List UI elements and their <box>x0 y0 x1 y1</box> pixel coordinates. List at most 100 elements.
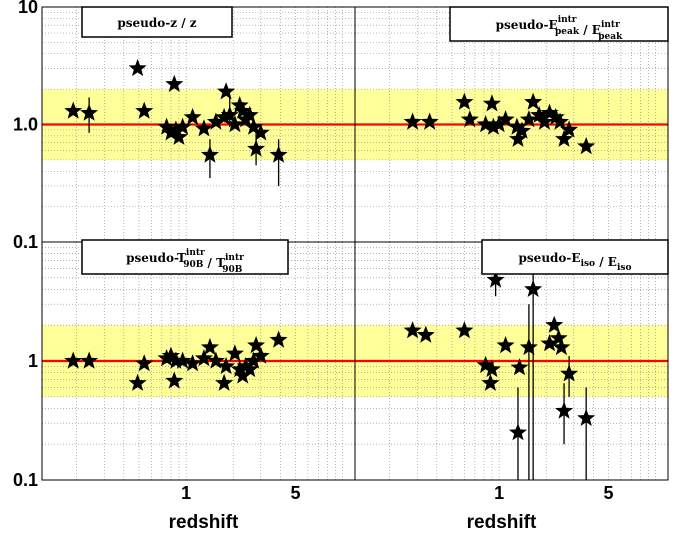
data-point-star <box>555 401 574 419</box>
panel-label: pseudo-Eiso / Eiso <box>519 251 632 273</box>
x-tick-label: 5 <box>290 483 300 503</box>
x-axis-title: redshift <box>169 512 239 533</box>
panel-label-box <box>81 239 289 275</box>
data-point-star <box>460 110 479 128</box>
data-point-star <box>540 334 559 352</box>
data-point-star <box>240 359 259 378</box>
data-point-star <box>508 129 527 147</box>
data-point-star <box>508 423 527 441</box>
data-point-star <box>64 101 83 119</box>
panel-top-left: pseudo-z / z 10 1.0 0.1 <box>13 0 356 252</box>
data-point-star <box>233 101 252 119</box>
panel-top-right: pseudo-Eintr peak / Eintr peak <box>354 6 669 243</box>
data-point-star <box>551 112 569 130</box>
label-sub: iso <box>617 263 632 273</box>
label-sub: peak <box>555 27 580 37</box>
data-point-star <box>220 105 239 123</box>
data-point-star <box>80 103 99 121</box>
data-point-star <box>455 92 474 110</box>
x-tick-label: 1 <box>181 483 191 503</box>
data-point-star <box>247 336 266 354</box>
data-point-star <box>251 346 270 364</box>
y-tick-label: 0.1 <box>13 232 38 252</box>
data-point-star <box>530 105 549 123</box>
grid <box>355 7 668 242</box>
x-axis-title: redshift <box>467 512 537 533</box>
data-point-star <box>135 354 154 372</box>
data-point-star <box>230 359 249 378</box>
data-point-star <box>476 115 495 133</box>
label-sup: intr <box>225 253 244 263</box>
data-point-star <box>269 145 288 163</box>
data-point-star <box>560 120 579 138</box>
data-point-star <box>540 103 559 121</box>
data-point-star <box>560 364 579 382</box>
data-point-star <box>194 349 213 367</box>
y-tick-label: 1 <box>28 351 38 371</box>
data-point-star <box>484 117 503 135</box>
data-point-star <box>416 325 435 343</box>
data-point-star <box>524 92 543 110</box>
label-sup: intr <box>601 20 620 30</box>
y-tick-label: 1.0 <box>13 115 38 135</box>
data-point-star <box>482 94 501 112</box>
label-text: / E <box>595 255 617 269</box>
data-point-star <box>157 349 176 367</box>
panel-label: pseudo-Eintr peak / Eintr peak <box>496 15 623 42</box>
data-point-star <box>225 344 244 362</box>
data-point-star <box>577 408 596 426</box>
x-tick-label: 5 <box>603 483 613 503</box>
data-point-star <box>507 117 526 135</box>
data-point-star <box>173 351 192 369</box>
data-point-star <box>236 356 255 375</box>
data-point-star <box>215 107 234 126</box>
data-point-star <box>64 351 83 369</box>
y-tick-label: 0.1 <box>13 470 38 490</box>
panel-label-box <box>449 6 669 42</box>
data-point-star <box>577 137 596 155</box>
data-point-star <box>476 355 495 373</box>
data-point-star <box>552 337 571 356</box>
data-point-star <box>247 139 266 157</box>
data-point-star <box>403 112 422 130</box>
data-point-star <box>251 123 270 141</box>
label-text: / E <box>579 23 601 37</box>
panel-label-box <box>81 6 233 38</box>
data-point-star <box>482 359 501 378</box>
data-point-star <box>217 356 236 375</box>
data-point-star <box>486 270 505 288</box>
data-point-star <box>135 101 154 119</box>
label-text: pseudo-T <box>126 251 186 265</box>
label-sub: 90B <box>183 260 204 270</box>
data-point-star <box>169 127 188 145</box>
data-point-star <box>549 328 568 346</box>
data-point-star <box>194 119 213 137</box>
data-point-star <box>481 373 500 391</box>
data-point-star <box>166 120 185 138</box>
data-point-star <box>524 279 543 297</box>
label-sup: intr <box>558 15 577 25</box>
panel-label: pseudo-Tintr 90B / Tintr 90B <box>126 248 244 275</box>
panel-label-box <box>481 239 669 275</box>
data-point-star <box>233 366 252 384</box>
data-point-star <box>545 315 564 333</box>
data-point-star <box>455 321 474 339</box>
label-sub: 90B <box>222 265 243 275</box>
data-point-star <box>420 112 439 130</box>
data-point-star <box>200 145 219 163</box>
label-text: / T <box>203 256 225 270</box>
data-point-star <box>546 107 565 126</box>
data-point-star <box>244 117 263 135</box>
label-text: pseudo-E <box>519 251 581 265</box>
data-point-star <box>128 373 147 391</box>
data-point-star <box>269 330 288 348</box>
data-point-star <box>510 358 529 376</box>
data-point-star <box>215 373 234 391</box>
data-point-star <box>519 110 538 128</box>
data-point-star <box>225 115 244 133</box>
data-point-star <box>183 107 202 126</box>
data-point-star <box>244 351 263 369</box>
data-point-star <box>165 371 184 389</box>
